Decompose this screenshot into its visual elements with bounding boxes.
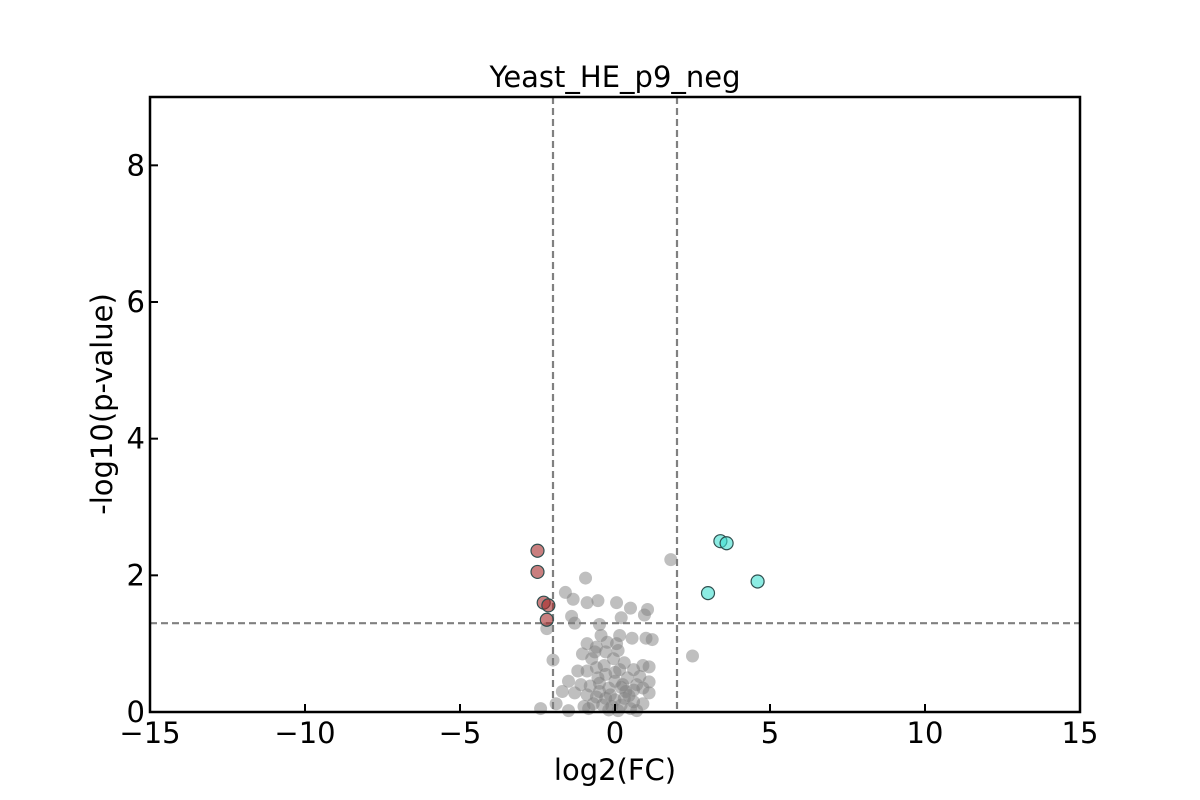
point-downregulated bbox=[530, 543, 545, 558]
y-axis: 0 2 4 6 8 bbox=[127, 148, 158, 729]
y-tick-label: 0 bbox=[127, 695, 145, 729]
point-not-significant bbox=[562, 674, 575, 688]
point-not-significant bbox=[591, 671, 605, 685]
point-not-significant bbox=[593, 618, 606, 632]
point-not-significant bbox=[593, 685, 606, 698]
x-axis: −15 −10 −5 0 5 10 15 bbox=[119, 704, 1098, 750]
point-not-significant bbox=[606, 652, 620, 666]
point-not-significant bbox=[579, 571, 593, 585]
point-not-significant bbox=[625, 631, 639, 645]
x-tick-label: 15 bbox=[1062, 716, 1099, 750]
plot-frame bbox=[148, 95, 1082, 714]
point-not-significant bbox=[546, 653, 560, 667]
point-not-significant bbox=[664, 553, 678, 567]
point-not-significant bbox=[555, 685, 569, 698]
point-not-significant bbox=[568, 616, 582, 630]
y-tick-label: 8 bbox=[127, 148, 145, 182]
y-tick-label: 4 bbox=[127, 422, 145, 456]
point-not-significant bbox=[614, 611, 628, 625]
x-tick-label: −15 bbox=[119, 716, 180, 750]
point-not-significant bbox=[610, 596, 624, 610]
point-downregulated bbox=[530, 564, 545, 580]
x-tick-label: −5 bbox=[439, 716, 482, 750]
x-tick-label: 10 bbox=[907, 716, 944, 750]
threshold-lines bbox=[150, 97, 1080, 712]
point-not-significant bbox=[571, 664, 585, 678]
point-not-significant bbox=[642, 660, 656, 674]
x-tick-label: −10 bbox=[274, 716, 335, 750]
x-tick-label: 5 bbox=[761, 716, 779, 750]
point-not-significant bbox=[562, 704, 575, 718]
y-tick-label: 6 bbox=[127, 285, 145, 319]
point-not-significant bbox=[597, 659, 611, 673]
point-not-significant bbox=[630, 678, 644, 692]
scatter-points bbox=[530, 534, 765, 718]
point-upregulated bbox=[750, 574, 765, 589]
point-not-significant bbox=[645, 633, 659, 647]
y-axis-label: -log10(p-value) bbox=[85, 293, 119, 515]
point-not-significant bbox=[603, 688, 617, 702]
x-axis-label: log2(FC) bbox=[554, 753, 676, 787]
chart-title: Yeast_HE_p9_neg bbox=[488, 60, 740, 94]
point-not-significant bbox=[566, 592, 580, 606]
point-not-significant bbox=[613, 663, 627, 677]
point-downregulated bbox=[541, 598, 556, 613]
point-not-significant bbox=[591, 594, 605, 608]
point-not-significant bbox=[549, 697, 563, 711]
point-not-significant bbox=[568, 686, 582, 700]
point-not-significant bbox=[630, 704, 644, 718]
point-not-significant bbox=[588, 645, 602, 659]
point-not-significant bbox=[622, 689, 636, 703]
point-upregulated bbox=[719, 536, 734, 551]
point-not-significant bbox=[616, 678, 630, 692]
point-not-significant bbox=[580, 596, 594, 610]
point-not-significant bbox=[600, 635, 614, 649]
point-not-significant bbox=[624, 601, 637, 615]
point-upregulated bbox=[700, 585, 716, 601]
point-not-significant bbox=[637, 608, 651, 622]
y-tick-label: 2 bbox=[127, 558, 145, 592]
x-tick-label: 0 bbox=[606, 716, 624, 750]
point-not-significant bbox=[642, 686, 656, 700]
point-downregulated bbox=[539, 612, 554, 627]
point-not-significant bbox=[686, 649, 699, 663]
